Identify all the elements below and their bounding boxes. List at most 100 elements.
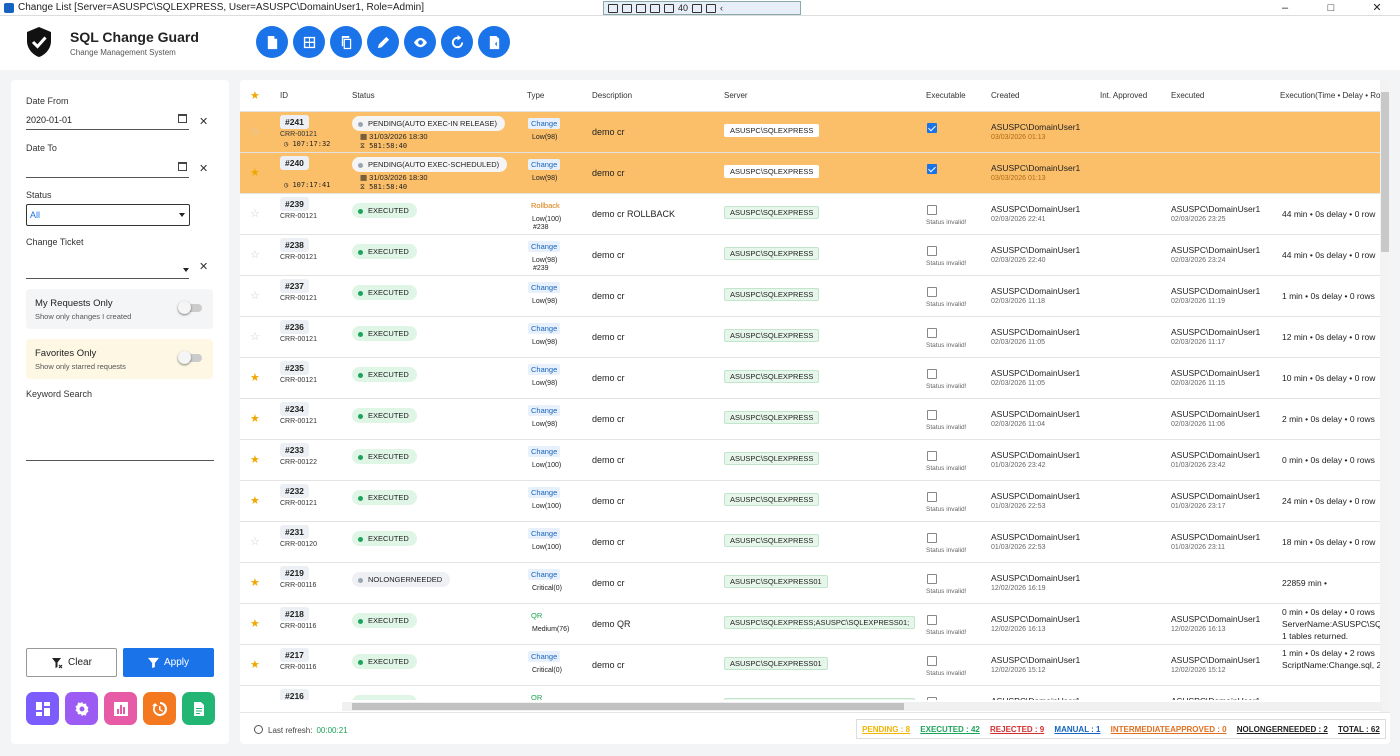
favorite-star-icon[interactable]: ☆ (250, 331, 260, 343)
col-server[interactable]: Server (724, 91, 748, 100)
favorite-star-icon[interactable]: ★ (250, 659, 260, 671)
rd-screen-icon[interactable] (608, 3, 618, 13)
rd-window-icon[interactable] (664, 3, 674, 13)
rd-ok-icon[interactable] (706, 3, 717, 13)
favorite-star-icon[interactable]: ★ (250, 167, 260, 179)
favorite-column-star-icon[interactable]: ★ (250, 90, 260, 102)
table-row[interactable]: ★ #234 CRR-00121 EXECUTED Change Low(98) demo … (240, 399, 1380, 440)
executable-checkbox[interactable] (927, 246, 937, 256)
new-document-button[interactable] (256, 26, 288, 58)
change-ticket-input[interactable] (26, 259, 189, 279)
refresh-button[interactable] (441, 26, 473, 58)
status-count[interactable]: NOLONGERNEEDED : 2 (1236, 724, 1328, 734)
executable-checkbox[interactable] (927, 287, 937, 297)
executable-checkbox[interactable] (927, 164, 937, 174)
apply-button[interactable]: Apply (123, 648, 214, 677)
report-button[interactable] (104, 692, 137, 725)
date-from-input[interactable]: 2020-01-01 (26, 110, 189, 130)
col-type[interactable]: Type (527, 91, 545, 100)
horizontal-scrollbar[interactable] (342, 702, 1382, 711)
copy-button[interactable] (330, 26, 362, 58)
table-row[interactable]: ★ #232 CRR-00121 EXECUTED Change Low(100) demo… (240, 481, 1380, 522)
table-row[interactable]: ★ #217 CRR-00116 EXECUTED Change Critical(0) d… (240, 645, 1380, 686)
sql-file-button[interactable] (478, 26, 510, 58)
executable-checkbox[interactable] (927, 410, 937, 420)
document-button[interactable] (182, 692, 215, 725)
clear-date-to-icon[interactable]: ✕ (199, 163, 209, 175)
status-select[interactable]: All (26, 204, 190, 226)
favorite-star-icon[interactable]: ☆ (250, 536, 260, 548)
table-row[interactable]: ☆ #238 CRR-00121 EXECUTED Change Low(98) #239 d… (240, 235, 1380, 276)
status-count[interactable]: MANUAL : 1 (1054, 724, 1101, 734)
favorite-star-icon[interactable]: ☆ (250, 208, 260, 220)
table-row[interactable]: ★ #219 CRR-00116 NOLONGERNEEDED Change Critic… (240, 563, 1380, 604)
executable-checkbox[interactable] (927, 369, 937, 379)
executable-checkbox[interactable] (927, 328, 937, 338)
col-id[interactable]: ID (280, 91, 288, 100)
dashboard-button[interactable] (26, 692, 59, 725)
my-requests-toggle[interactable] (178, 301, 202, 314)
favorite-star-icon[interactable]: ★ (250, 577, 260, 589)
status-count[interactable]: TOTAL : 62 (1338, 724, 1380, 734)
favorites-toggle[interactable] (178, 351, 202, 364)
calendar-icon[interactable] (178, 162, 187, 171)
rd-collapse-icon[interactable]: ‹ (720, 3, 724, 13)
table-row[interactable]: ☆ #241 CRR-00121 ◷ 107:17:32 PENDING(AUTO EX… (240, 112, 1380, 153)
executable-checkbox[interactable] (927, 205, 937, 215)
vertical-scroll-thumb[interactable] (1381, 92, 1389, 252)
col-created[interactable]: Created (991, 91, 1020, 100)
rd-keyboard-icon[interactable] (692, 3, 703, 13)
status-count[interactable]: PENDING : 8 (862, 724, 911, 734)
col-int-approved[interactable]: Int. Approved (1100, 91, 1148, 100)
executable-checkbox[interactable] (927, 574, 937, 584)
executable-checkbox[interactable] (927, 533, 937, 543)
keyword-input[interactable] (26, 402, 214, 460)
executable-checkbox[interactable] (927, 656, 937, 666)
col-executable[interactable]: Executable (926, 91, 966, 100)
executable-checkbox[interactable] (927, 492, 937, 502)
executable-checkbox[interactable] (927, 615, 937, 625)
executable-checkbox[interactable] (927, 451, 937, 461)
table-row[interactable]: ★ #240 ◷ 107:17:41 PENDING(AUTO EXEC-SCHEDU… (240, 153, 1380, 194)
favorite-star-icon[interactable]: ☆ (250, 126, 260, 138)
table-row[interactable]: ☆ #236 CRR-00121 EXECUTED Change Low(98) demo … (240, 317, 1380, 358)
favorite-star-icon[interactable]: ★ (250, 413, 260, 425)
col-execution[interactable]: Execution(Time • Delay • Ro (1280, 91, 1381, 100)
executable-checkbox[interactable] (927, 697, 937, 700)
col-status[interactable]: Status (352, 91, 375, 100)
table-row[interactable]: ☆ #231 CRR-00120 EXECUTED Change Low(100) demo… (240, 522, 1380, 563)
edit-button[interactable] (367, 26, 399, 58)
status-count[interactable]: INTERMEDIATEAPPROVED : 0 (1110, 724, 1227, 734)
view-button[interactable] (404, 26, 436, 58)
favorite-star-icon[interactable]: ☆ (250, 699, 260, 700)
favorite-star-icon[interactable]: ★ (250, 618, 260, 630)
rd-camera-icon[interactable] (622, 3, 632, 13)
vertical-scrollbar[interactable] (1380, 80, 1390, 712)
favorite-star-icon[interactable]: ★ (250, 454, 260, 466)
clear-ticket-icon[interactable]: ✕ (199, 261, 209, 273)
grid-button[interactable] (293, 26, 325, 58)
clear-button[interactable]: Clear (26, 648, 117, 677)
table-row[interactable]: ★ #218 CRR-00116 EXECUTED QR Medium(76) demo Q… (240, 604, 1380, 645)
history-button[interactable] (143, 692, 176, 725)
horizontal-scroll-thumb[interactable] (352, 703, 904, 710)
close-window-button[interactable]: ✕ (1372, 2, 1382, 14)
table-row[interactable]: ☆ #239 CRR-00121 EXECUTED Rollback Low(100) #2… (240, 194, 1380, 235)
table-row[interactable]: ☆ #216 EXECUTED QR ASUSPC\SQLEXPRESS;ASUSPC\… (240, 686, 1380, 700)
maximize-button[interactable]: □ (1327, 2, 1335, 14)
status-count[interactable]: EXECUTED : 42 (920, 724, 980, 734)
date-to-input[interactable] (26, 158, 189, 178)
table-row[interactable]: ★ #233 CRR-00122 EXECUTED Change Low(100) demo… (240, 440, 1380, 481)
table-row[interactable]: ☆ #237 CRR-00121 EXECUTED Change Low(98) demo … (240, 276, 1380, 317)
clear-date-from-icon[interactable]: ✕ (199, 116, 209, 128)
settings-button[interactable] (65, 692, 98, 725)
rd-fit-icon[interactable] (650, 3, 660, 13)
status-count[interactable]: REJECTED : 9 (990, 724, 1045, 734)
favorite-star-icon[interactable]: ★ (250, 372, 260, 384)
col-executed[interactable]: Executed (1171, 91, 1205, 100)
table-row[interactable]: ★ #235 CRR-00121 EXECUTED Change Low(98) demo … (240, 358, 1380, 399)
favorite-star-icon[interactable]: ☆ (250, 290, 260, 302)
favorite-star-icon[interactable]: ☆ (250, 249, 260, 261)
minimize-button[interactable]: – (1281, 2, 1289, 14)
favorite-star-icon[interactable]: ★ (250, 495, 260, 507)
